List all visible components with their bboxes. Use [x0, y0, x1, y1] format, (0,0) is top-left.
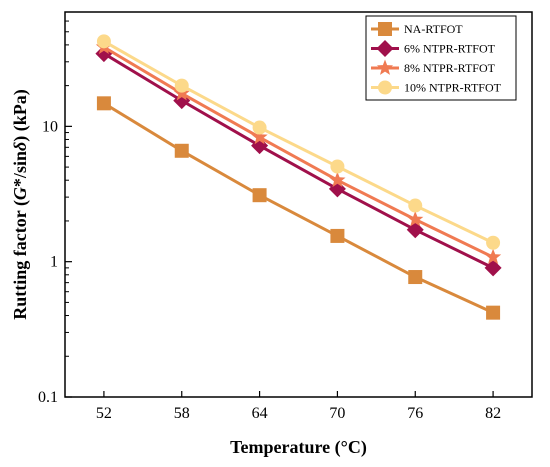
series-line	[103, 102, 494, 315]
data-point	[407, 210, 424, 227]
data-point	[252, 188, 267, 203]
legend-item: NA-RTFOT	[371, 22, 463, 36]
x-tick-label: 64	[252, 405, 268, 422]
data-point	[408, 198, 423, 213]
data-point	[96, 96, 111, 111]
data-point	[329, 171, 346, 188]
x-tick-label: 82	[485, 405, 501, 422]
data-point	[330, 159, 345, 174]
data-point	[484, 259, 502, 277]
legend: NA-RTFOT 6% NTPR-RTFOT 8% NTPR-RTFOT 10% NT…	[365, 15, 517, 101]
data-point	[408, 270, 423, 285]
y-axis-title: Rutting factor (G*/sinδ) (kPa)	[10, 89, 31, 319]
data-point	[330, 228, 345, 243]
series-layer	[95, 34, 502, 320]
series-line	[103, 52, 494, 270]
x-axis-title: Temperature (°C)	[230, 437, 367, 458]
series-4	[96, 34, 501, 250]
data-point	[173, 84, 190, 101]
y-tick-label: 0.1	[38, 389, 58, 406]
data-point	[174, 78, 189, 93]
legend-label: 8% NTPR-RTFOT	[404, 61, 496, 75]
legend-marker	[376, 59, 394, 75]
legend-item: 6% NTPR-RTFOT	[371, 40, 496, 57]
x-tick-label: 70	[329, 405, 345, 422]
x-tick-label: 76	[407, 405, 423, 422]
legend-label: 6% NTPR-RTFOT	[404, 42, 496, 56]
data-point	[174, 143, 189, 158]
legend-marker	[378, 22, 392, 36]
x-tick-label: 52	[96, 405, 112, 422]
y-tick-label: 1	[50, 254, 58, 271]
legend-marker	[376, 40, 394, 57]
legend-marker	[378, 80, 392, 95]
axes: 52 58 64 70 76 82 0.1 1 10 Temperature (°C) Ruttin…	[10, 11, 533, 458]
data-point	[251, 137, 269, 155]
legend-label: 10% NTPR-RTFOT	[404, 81, 502, 95]
series-1	[96, 96, 501, 320]
data-point	[96, 34, 111, 49]
data-point	[252, 120, 267, 135]
legend-label: NA-RTFOT	[404, 22, 463, 36]
series-line	[103, 40, 494, 245]
legend-item: 10% NTPR-RTFOT	[371, 80, 502, 95]
data-point	[251, 128, 268, 145]
x-tick-label: 58	[174, 405, 190, 422]
plot-frame	[64, 11, 533, 398]
legend-item: 8% NTPR-RTFOT	[371, 59, 496, 75]
y-tick-label: 10	[42, 118, 58, 135]
data-point	[486, 235, 501, 250]
data-point	[486, 305, 501, 320]
series-line	[103, 45, 494, 259]
data-point	[485, 248, 502, 265]
